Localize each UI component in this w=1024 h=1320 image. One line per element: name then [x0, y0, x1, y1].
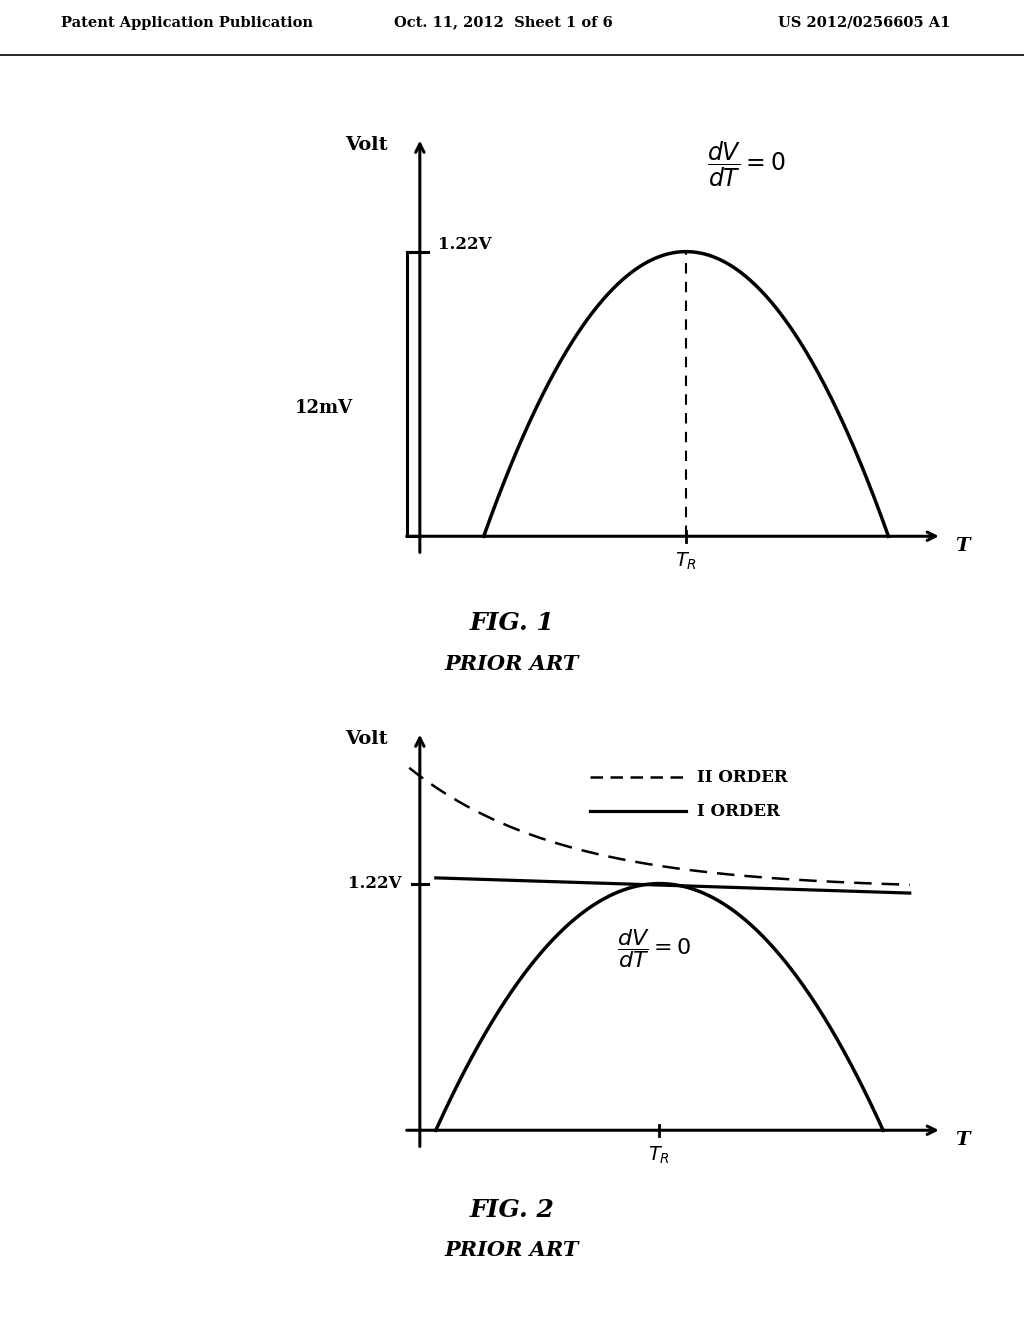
Text: FIG. 2: FIG. 2	[470, 1199, 554, 1222]
Text: PRIOR ART: PRIOR ART	[444, 1239, 580, 1261]
Text: 1.22V: 1.22V	[348, 875, 401, 892]
Text: FIG. 1: FIG. 1	[470, 611, 554, 635]
Text: T: T	[955, 537, 970, 554]
Text: T: T	[955, 1131, 970, 1148]
Text: 1.22V: 1.22V	[438, 235, 492, 252]
Text: $\dfrac{dV}{dT}=0$: $\dfrac{dV}{dT}=0$	[708, 140, 785, 189]
Text: 12mV: 12mV	[295, 399, 353, 417]
Text: Patent Application Publication: Patent Application Publication	[61, 16, 313, 29]
Text: $\dfrac{dV}{dT}=0$: $\dfrac{dV}{dT}=0$	[616, 927, 691, 970]
Text: PRIOR ART: PRIOR ART	[444, 653, 580, 675]
Text: $T_R$: $T_R$	[648, 1144, 671, 1166]
Text: Volt: Volt	[345, 136, 388, 154]
Text: II ORDER: II ORDER	[696, 768, 787, 785]
Text: I ORDER: I ORDER	[696, 803, 779, 820]
Text: Volt: Volt	[345, 730, 388, 748]
Text: $T_R$: $T_R$	[675, 550, 697, 572]
Text: Oct. 11, 2012  Sheet 1 of 6: Oct. 11, 2012 Sheet 1 of 6	[394, 16, 613, 29]
Text: US 2012/0256605 A1: US 2012/0256605 A1	[778, 16, 950, 29]
